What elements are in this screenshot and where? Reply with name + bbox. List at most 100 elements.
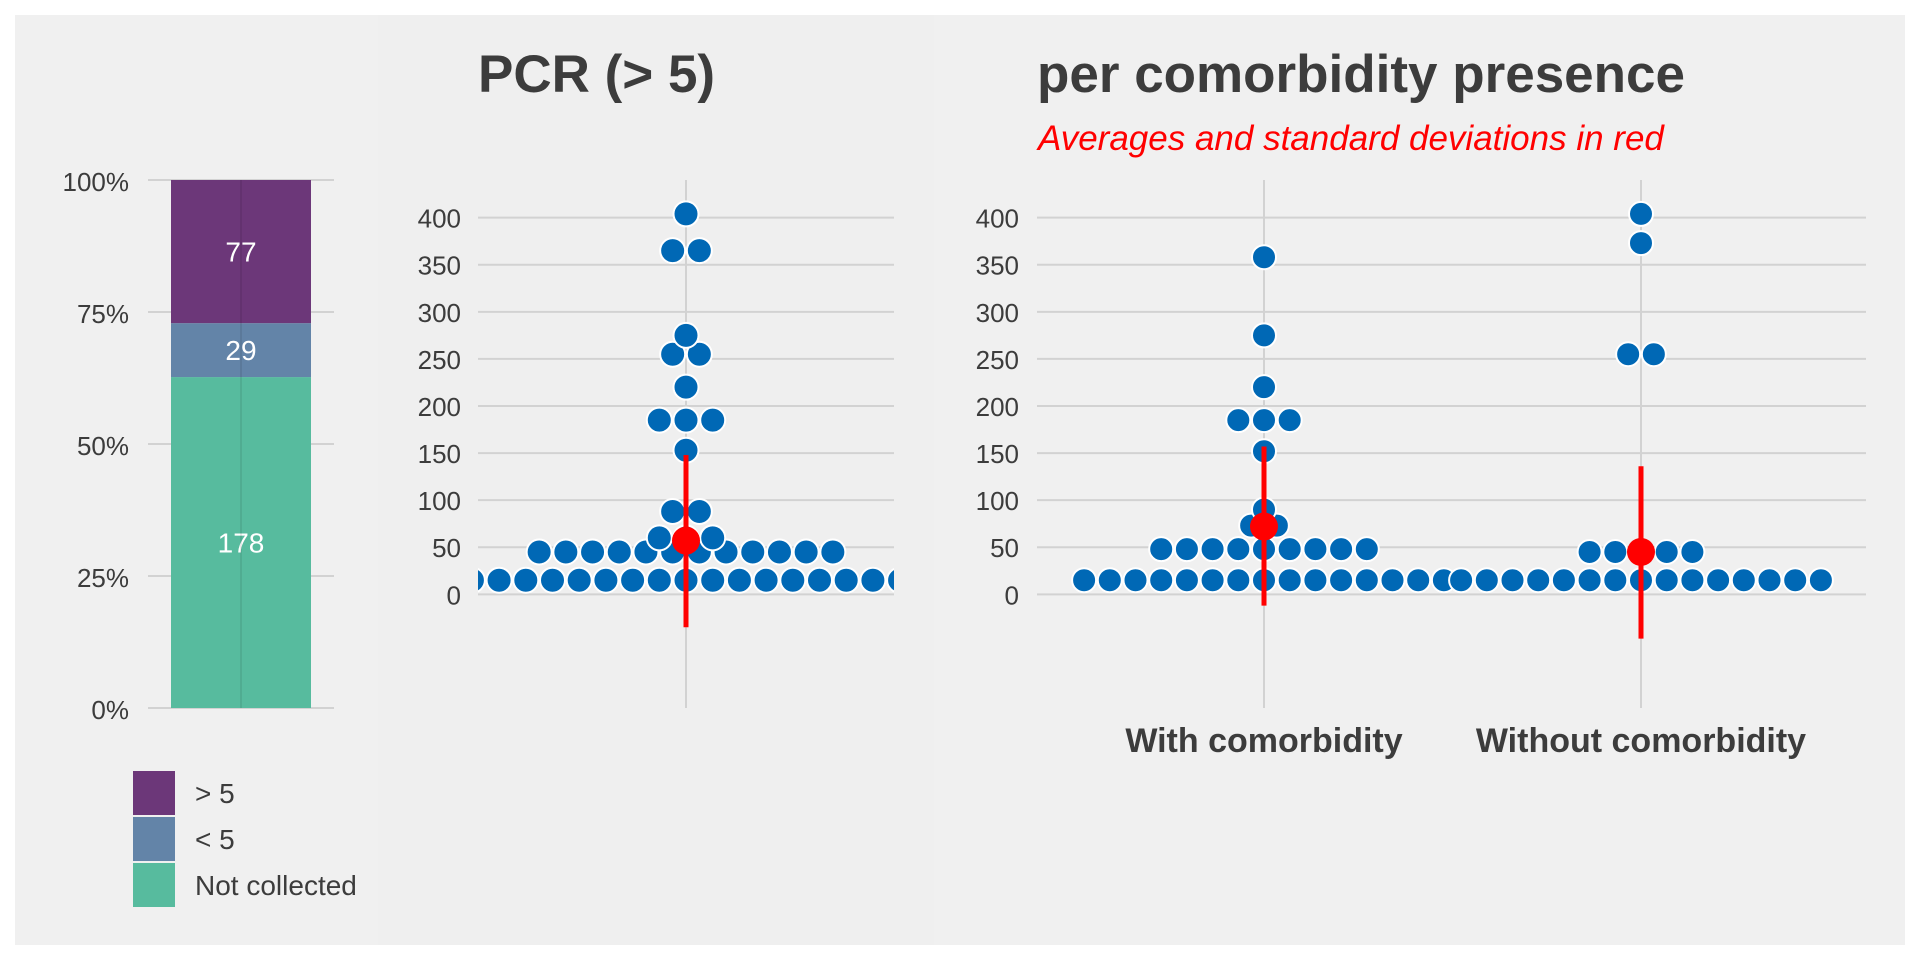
data-point — [1328, 536, 1355, 563]
data-point — [832, 566, 860, 594]
data-point — [525, 538, 553, 566]
bar-segment — [171, 180, 311, 324]
data-point — [1550, 567, 1577, 594]
data-point — [1173, 567, 1200, 594]
y-tick-label: 200 — [418, 392, 461, 422]
data-point — [645, 566, 673, 594]
data-point — [1071, 567, 1098, 594]
data-point — [1148, 536, 1175, 563]
mean-point — [672, 526, 700, 555]
y-tick-label: 300 — [976, 298, 1019, 328]
data-point — [659, 237, 687, 265]
data-point — [1653, 567, 1680, 594]
y-tick-label: 50 — [990, 533, 1019, 563]
data-point — [605, 538, 633, 566]
y-tick-label: 400 — [418, 204, 461, 234]
y-tick-label: 250 — [976, 345, 1019, 375]
data-point — [685, 340, 713, 368]
y-tick-label: 0 — [447, 580, 461, 610]
y-tick-label: 150 — [976, 439, 1019, 469]
mean-point — [1627, 537, 1655, 566]
bar-data-label: 77 — [225, 237, 256, 268]
data-point — [1679, 567, 1706, 594]
legend-label: < 5 — [195, 824, 235, 855]
bar-segment — [171, 377, 311, 708]
x-tick-label: Without comorbidity — [1476, 722, 1806, 760]
chart-title-left: PCR (> 5) — [478, 45, 715, 104]
panel-dotplot — [378, 15, 934, 945]
data-point — [1379, 567, 1406, 594]
chart-subtitle: Averages and standard deviations in red — [1036, 119, 1665, 158]
data-point — [659, 340, 687, 368]
bar-segment — [171, 323, 311, 378]
data-point — [765, 538, 793, 566]
y-tick-label: 0 — [1005, 580, 1019, 610]
data-point — [512, 566, 540, 594]
data-point — [1628, 200, 1654, 227]
y-tick-label: 150 — [418, 439, 461, 469]
data-point — [699, 524, 727, 552]
data-point — [1122, 567, 1149, 594]
data-point — [645, 406, 673, 434]
data-point — [886, 567, 894, 593]
data-point — [1276, 536, 1303, 563]
y-tick-label: 100 — [976, 486, 1019, 516]
data-point — [1096, 567, 1123, 594]
data-point — [1756, 567, 1783, 594]
data-point — [1353, 567, 1380, 594]
data-point — [659, 497, 687, 525]
legend-key — [133, 817, 175, 861]
y-tick-label: 350 — [976, 251, 1019, 281]
data-point — [685, 497, 713, 525]
data-point — [725, 566, 753, 594]
data-point — [1602, 538, 1629, 565]
data-point — [699, 566, 727, 594]
data-point — [806, 566, 833, 594]
data-point — [1225, 536, 1252, 563]
data-point — [1302, 567, 1329, 594]
data-point — [672, 200, 700, 228]
data-point — [1499, 567, 1526, 594]
data-point — [1276, 567, 1303, 594]
data-point — [792, 538, 820, 566]
data-point — [1576, 567, 1603, 594]
data-point — [1730, 567, 1757, 594]
data-point — [1328, 567, 1355, 594]
y-tick-label: 25% — [77, 563, 129, 593]
data-point — [552, 538, 580, 566]
data-point — [672, 373, 700, 401]
data-point — [672, 406, 700, 434]
dotplot-chart: 0 50 100 150 200 250 300 350 400 — [418, 180, 894, 708]
data-point — [1448, 567, 1475, 594]
y-tick-label: 0% — [91, 695, 129, 725]
chart-title-right: per comorbidity presence — [1037, 45, 1685, 104]
dotplot-points — [478, 200, 894, 628]
data-point — [1353, 536, 1380, 563]
data-point — [1225, 567, 1252, 594]
data-point — [1251, 374, 1277, 401]
y-tick-label: 350 — [418, 251, 461, 281]
y-tick-label: 100 — [418, 486, 461, 516]
data-point — [1628, 230, 1654, 257]
group-dotplot-chart: 0 50 100 150 200 250 300 350 400 With comorbidity… — [976, 180, 1866, 760]
legend-label: Not collected — [195, 870, 357, 901]
data-point — [752, 566, 780, 594]
data-point — [685, 237, 713, 265]
data-point — [592, 566, 620, 594]
legend-key — [133, 771, 175, 815]
bar-data-label: 29 — [225, 335, 256, 366]
mean-point — [1250, 512, 1278, 541]
y-tick-label: 50 — [432, 533, 461, 563]
data-point — [1302, 536, 1329, 563]
data-point — [1602, 567, 1629, 594]
data-point — [1653, 538, 1680, 565]
data-point — [1525, 567, 1552, 594]
data-point — [1225, 407, 1252, 434]
data-point — [1705, 567, 1732, 594]
data-point — [859, 566, 887, 594]
legend-label: > 5 — [195, 778, 235, 809]
data-point — [1251, 407, 1277, 434]
stacked-bar-chart: 0% 25% 50% 75% 100% 178 29 77 > 5 < 5 Not collecte… — [63, 167, 357, 907]
data-point — [478, 567, 486, 593]
